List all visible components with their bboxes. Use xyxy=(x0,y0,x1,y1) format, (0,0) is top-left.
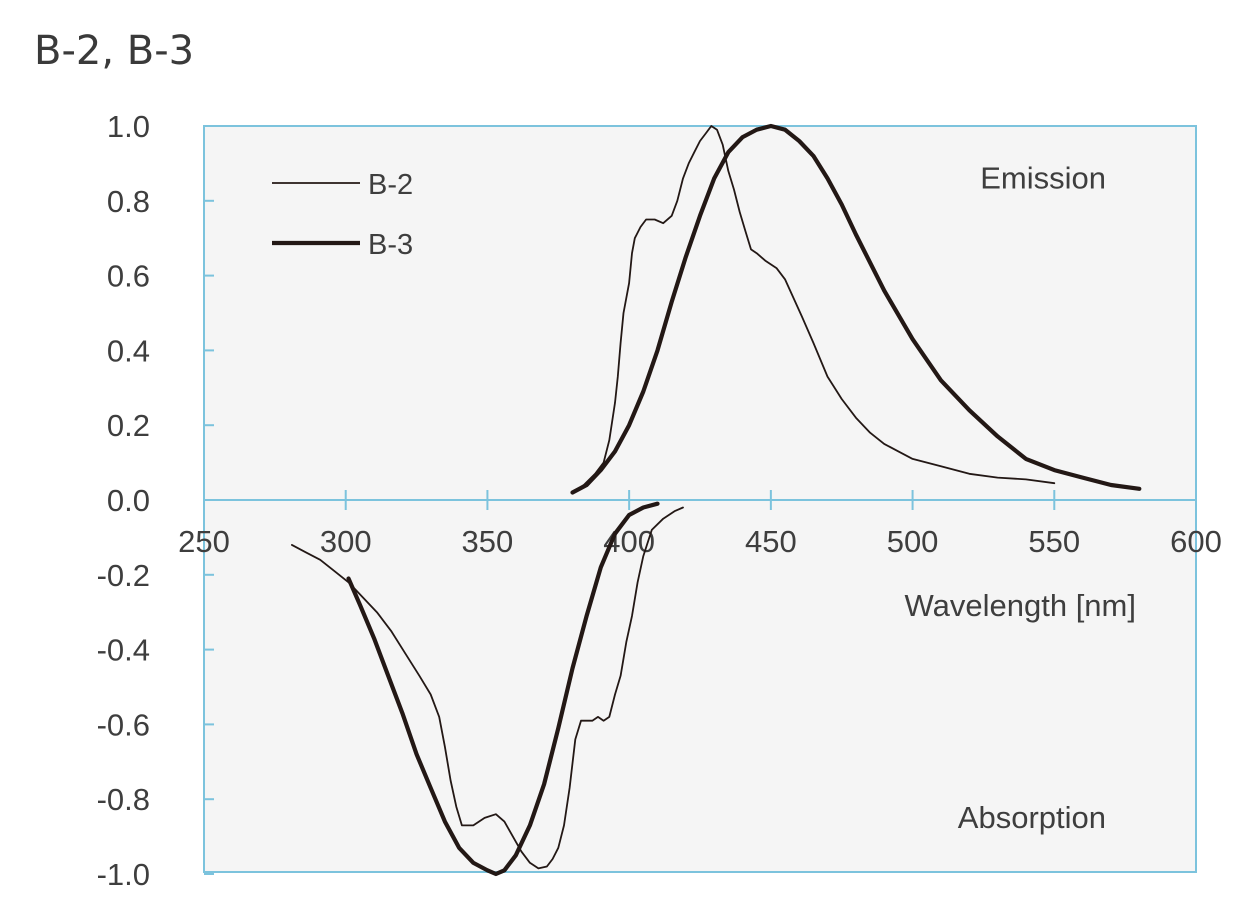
x-axis-label: Wavelength [nm] xyxy=(905,588,1136,623)
series-lines xyxy=(291,123,1142,877)
annotation-emission: Emission xyxy=(980,160,1106,195)
x-tick-label: 300 xyxy=(320,524,372,559)
annotation-absorption: Absorption xyxy=(958,800,1106,835)
series-b-3-absorption-line xyxy=(346,501,660,877)
y-tick-label: -0.4 xyxy=(97,633,150,668)
x-tick-label: 450 xyxy=(745,524,797,559)
axes xyxy=(203,125,1197,875)
tick-labels: 250 300 350 400 450 500 550 6001.00.80.60.40.20… xyxy=(97,109,1222,892)
x-tick-label: 250 xyxy=(178,524,230,559)
x-tick-label: 500 xyxy=(887,524,939,559)
series-b-2-absorption-line xyxy=(291,506,684,870)
annotations: Emission Absorption xyxy=(958,160,1106,835)
x-tick-label: 600 xyxy=(1170,524,1222,559)
x-tick-label: 550 xyxy=(1028,524,1080,559)
x-tick-label: 350 xyxy=(462,524,514,559)
legend-label-b-2: B-2 xyxy=(368,169,413,201)
y-tick-label: 0.4 xyxy=(107,333,150,368)
y-tick-label: -0.8 xyxy=(97,782,150,817)
y-tick-label: -0.6 xyxy=(97,707,150,742)
y-tick-label: 0.6 xyxy=(107,259,150,294)
y-tick-label: 0.2 xyxy=(107,408,150,443)
legend: B-2 B-3 xyxy=(272,169,413,261)
y-tick-label: -0.2 xyxy=(97,558,150,593)
y-tick-label: -1.0 xyxy=(97,857,150,892)
y-tick-label: 0.0 xyxy=(107,483,150,518)
y-tick-label: 1.0 xyxy=(107,109,150,144)
legend-label-b-3: B-3 xyxy=(368,229,413,261)
chart-title: B-2, B-3 xyxy=(34,28,195,74)
series-b-2-emission-line xyxy=(571,125,1056,494)
y-tick-label: 0.8 xyxy=(107,184,150,219)
series-b-3-emission-line xyxy=(570,123,1142,495)
